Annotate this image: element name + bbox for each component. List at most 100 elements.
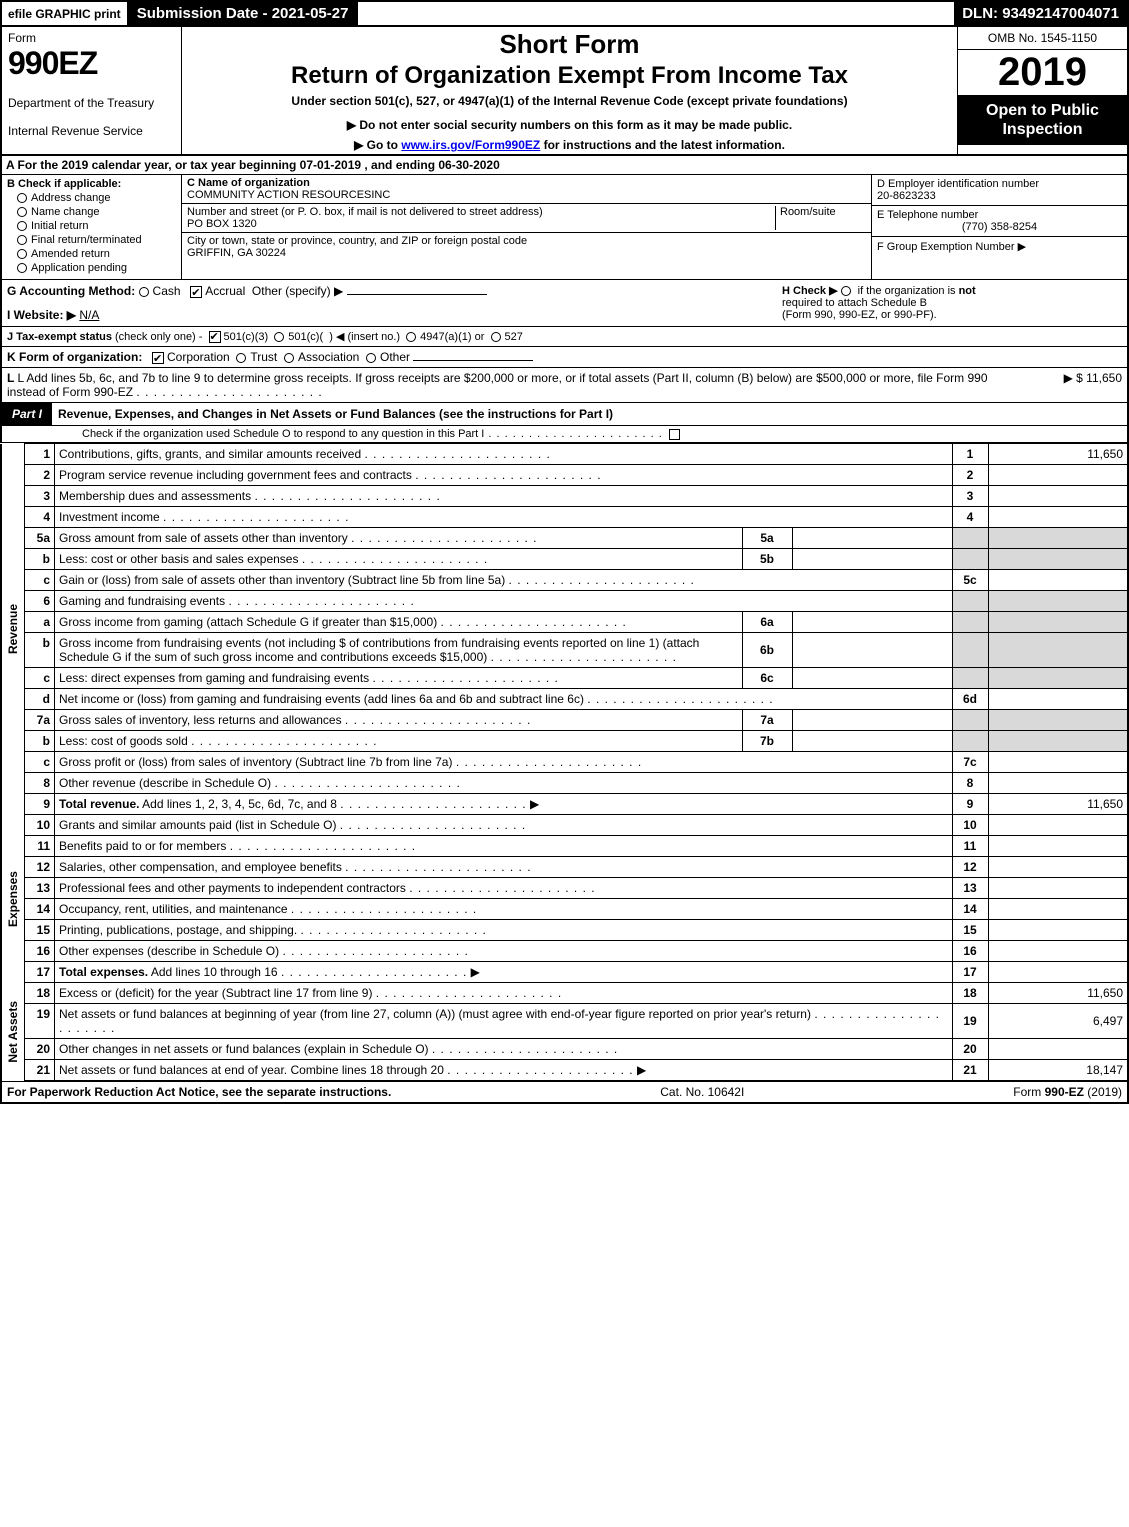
label-k: K Form of organization: [7, 350, 142, 364]
circle-icon[interactable] [406, 332, 416, 342]
line-row: bGross income from fundraising events (n… [1, 633, 1128, 668]
line-amt [988, 465, 1128, 486]
line-amt [988, 857, 1128, 878]
circle-icon[interactable] [841, 286, 851, 296]
header-right: OMB No. 1545-1150 2019 Open to Public In… [957, 27, 1127, 154]
line-number: 18 [25, 983, 55, 1004]
grp-cell: F Group Exemption Number ▶ [872, 237, 1127, 256]
opt-trust: Trust [250, 350, 277, 364]
line-row: 16Other expenses (describe in Schedule O… [1, 941, 1128, 962]
irs-link[interactable]: www.irs.gov/Form990EZ [401, 138, 540, 152]
line-number: 3 [25, 486, 55, 507]
hint-j: (check only one) - [115, 331, 202, 343]
h-text1: H Check ▶ [782, 285, 838, 297]
link-pre: ▶ Go to [354, 138, 401, 152]
mid-ref: 7b [742, 731, 792, 752]
line-row: cGross profit or (loss) from sales of in… [1, 752, 1128, 773]
line-desc: Other expenses (describe in Schedule O) [55, 941, 953, 962]
circle-icon[interactable] [139, 287, 149, 297]
line-row: 17Total expenses. Add lines 10 through 1… [1, 962, 1128, 983]
line-desc: Gain or (loss) from sale of assets other… [55, 570, 953, 591]
chk-application-pending[interactable]: Application pending [17, 262, 176, 274]
line-number: d [25, 689, 55, 710]
line-amt [988, 941, 1128, 962]
line-amt [988, 570, 1128, 591]
mid-val [792, 549, 952, 570]
checkbox-corp[interactable] [152, 352, 164, 364]
checkbox-501c3[interactable] [209, 331, 221, 343]
circle-icon [17, 207, 27, 217]
line-amt: 6,497 [988, 1004, 1128, 1039]
opt-527: 527 [505, 331, 523, 343]
line-row: bLess: cost of goods sold 7b [1, 731, 1128, 752]
tel-cell: E Telephone number (770) 358-8254 [872, 206, 1127, 237]
circle-icon[interactable] [236, 353, 246, 363]
line-desc: Contributions, gifts, grants, and simila… [55, 444, 953, 465]
footer-mid: Cat. No. 10642I [660, 1085, 744, 1099]
line-ref: 14 [952, 899, 988, 920]
submission-date: Submission Date - 2021-05-27 [127, 2, 359, 25]
label-g: G Accounting Method: [7, 284, 135, 298]
mid-ref: 5a [742, 528, 792, 549]
line-ref: 12 [952, 857, 988, 878]
line-row: 19Net assets or fund balances at beginni… [1, 1004, 1128, 1039]
chk-address-change[interactable]: Address change [17, 192, 176, 204]
mid-ref: 6b [742, 633, 792, 668]
chk-label: Name change [31, 206, 100, 218]
line-amt [988, 507, 1128, 528]
line-row: aGross income from gaming (attach Schedu… [1, 612, 1128, 633]
circle-icon[interactable] [284, 353, 294, 363]
line-number: 10 [25, 815, 55, 836]
mid-ref: 6a [742, 612, 792, 633]
line-desc: Professional fees and other payments to … [55, 878, 953, 899]
chk-amended-return[interactable]: Amended return [17, 248, 176, 260]
line-number: c [25, 570, 55, 591]
label-j: J Tax-exempt status [7, 331, 112, 343]
line-ref-shade [952, 633, 988, 668]
line-number: 9 [25, 794, 55, 815]
other-blank[interactable] [347, 294, 487, 295]
line-ref: 17 [952, 962, 988, 983]
label-grp: F Group Exemption Number ▶ [877, 241, 1026, 253]
circle-icon[interactable] [491, 332, 501, 342]
header-mid: Short Form Return of Organization Exempt… [182, 27, 957, 154]
instructions-link-row: ▶ Go to www.irs.gov/Form990EZ for instru… [188, 138, 951, 152]
section-def: D Employer identification number 20-8623… [872, 175, 1127, 279]
line-desc: Excess or (deficit) for the year (Subtra… [55, 983, 953, 1004]
circle-icon[interactable] [366, 353, 376, 363]
line-desc: Grants and similar amounts paid (list in… [55, 815, 953, 836]
chk-initial-return[interactable]: Initial return [17, 220, 176, 232]
circle-icon [17, 235, 27, 245]
line-row: 9Total revenue. Add lines 1, 2, 3, 4, 5c… [1, 794, 1128, 815]
checkbox-accrual[interactable] [190, 286, 202, 298]
short-form-title: Short Form [188, 29, 951, 60]
line-desc: Total revenue. Add lines 1, 2, 3, 4, 5c,… [55, 794, 953, 815]
line-desc: Gross income from gaming (attach Schedul… [55, 612, 743, 633]
line-number: 2 [25, 465, 55, 486]
part1-title: Revenue, Expenses, and Changes in Net As… [52, 403, 1127, 425]
line-ref-shade [952, 731, 988, 752]
line-amt [988, 920, 1128, 941]
h-text3: required to attach Schedule B [782, 297, 927, 309]
line-ref: 6d [952, 689, 988, 710]
tax-year: 2019 [958, 50, 1127, 95]
label-ein: D Employer identification number [877, 178, 1039, 190]
opt-4947: 4947(a)(1) or [420, 331, 484, 343]
opt-other: Other (specify) ▶ [252, 284, 343, 298]
website: N/A [79, 308, 99, 322]
org-addr: PO BOX 1320 [187, 218, 257, 230]
line-number: 21 [25, 1060, 55, 1081]
circle-icon[interactable] [274, 332, 284, 342]
chk-name-change[interactable]: Name change [17, 206, 176, 218]
line-ref-shade [952, 710, 988, 731]
line-ref: 18 [952, 983, 988, 1004]
chk-final-return[interactable]: Final return/terminated [17, 234, 176, 246]
other-blank[interactable] [413, 360, 533, 361]
line-number: b [25, 731, 55, 752]
line-amt: 11,650 [988, 794, 1128, 815]
line-row: Expenses10Grants and similar amounts pai… [1, 815, 1128, 836]
checkbox-schedO[interactable] [669, 429, 680, 440]
org-name: COMMUNITY ACTION RESOURCESINC [187, 189, 390, 201]
line-row: 21Net assets or fund balances at end of … [1, 1060, 1128, 1081]
efile-label[interactable]: efile GRAPHIC print [2, 4, 127, 24]
